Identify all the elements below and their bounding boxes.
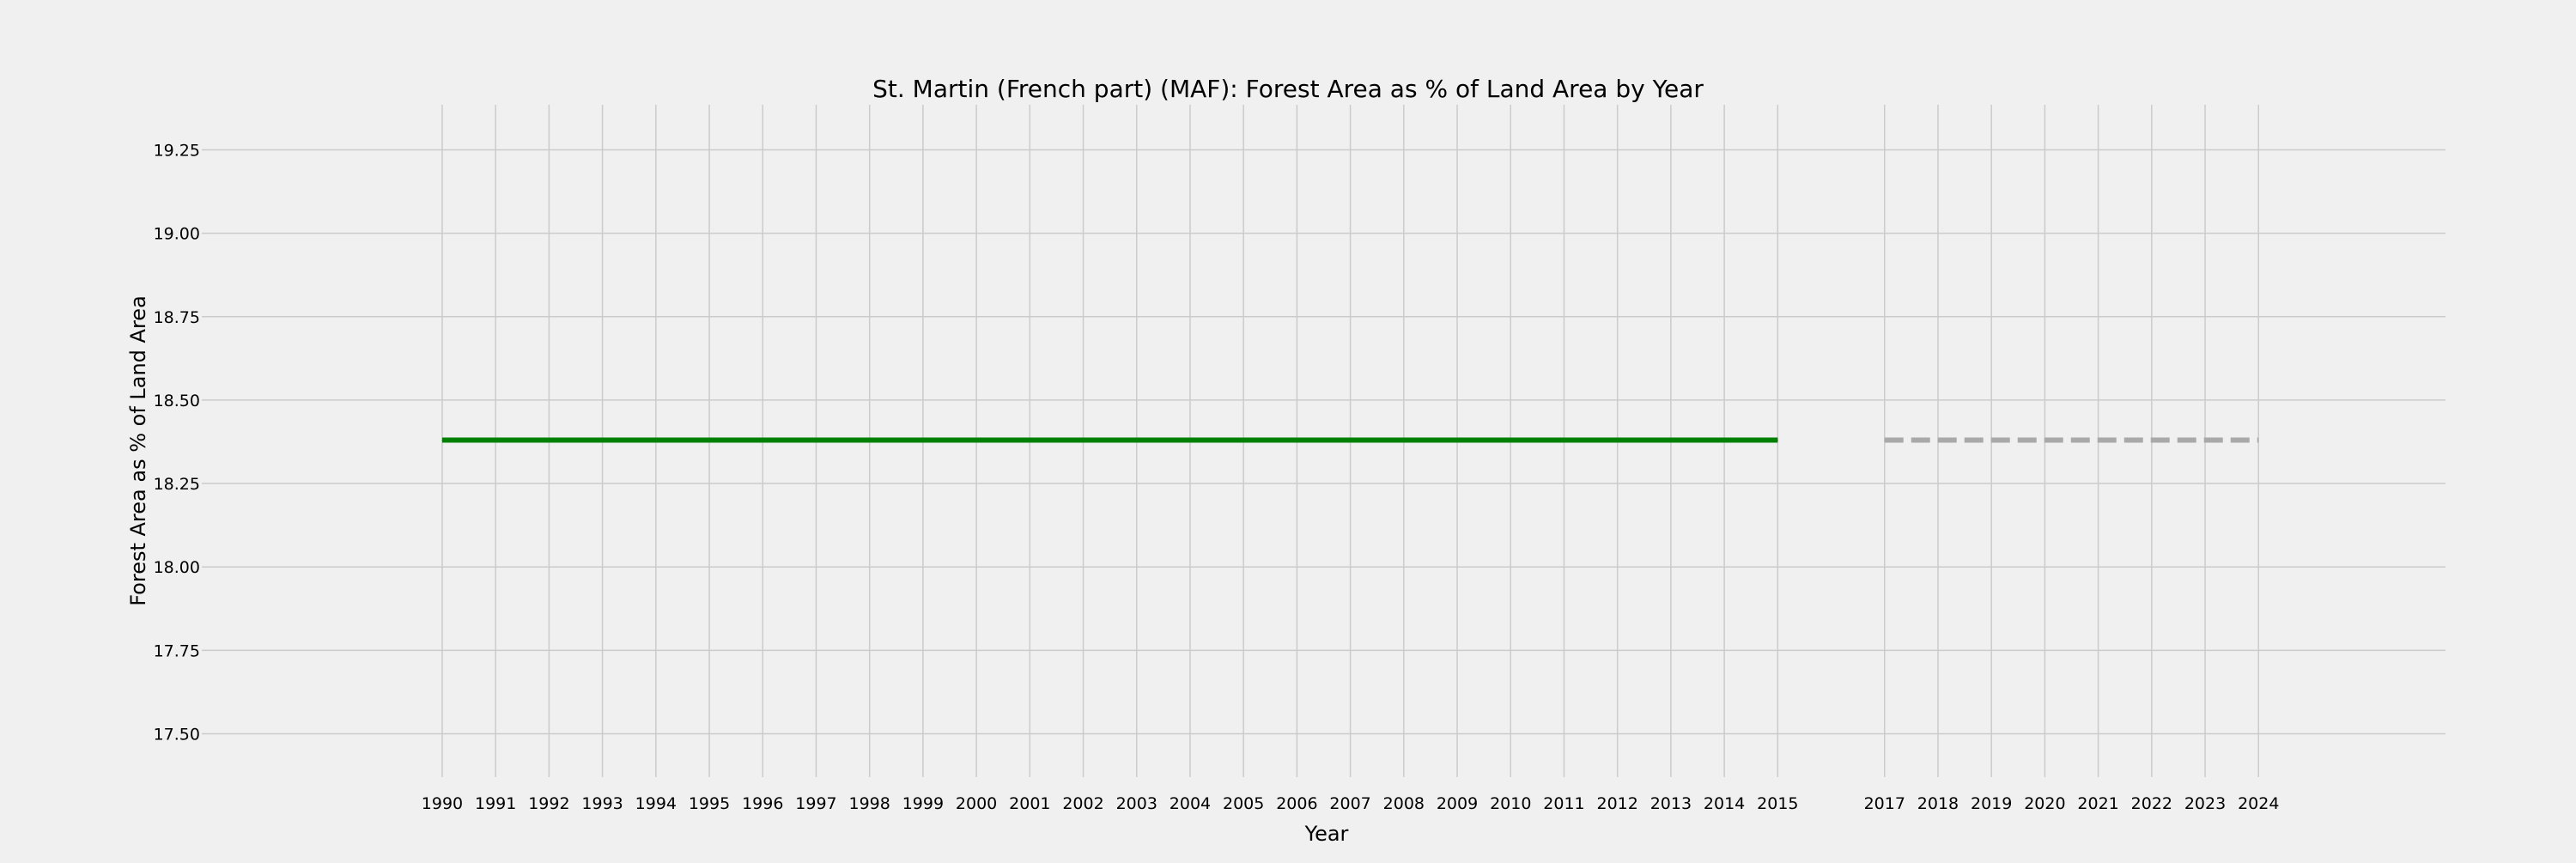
x-tick-label: 2005 [1223,794,1264,813]
x-tick-label: 1990 [422,794,463,813]
data-point [922,440,924,441]
y-tick-label: 19.00 [154,225,200,244]
data-point [548,440,550,441]
x-tick-label: 2002 [1062,794,1103,813]
x-tick-label: 1993 [581,794,623,813]
data-point [2257,440,2259,441]
x-tick-label: 2008 [1383,794,1425,813]
x-tick-label: 2001 [1009,794,1050,813]
x-tick-label: 2014 [1704,794,1745,813]
tick-labels: 1990 1991 1992 1993 1994 1995 1996 1997 1998 1999… [154,141,2280,813]
data-point [1456,440,1458,441]
data-point [869,440,871,441]
y-tick-label: 17.75 [154,641,200,660]
data-point [1136,440,1138,441]
data-point [495,440,496,441]
x-tick-label: 2021 [2077,794,2118,813]
x-tick-label: 1998 [848,794,890,813]
x-tick-label: 1996 [742,794,783,813]
data-point [602,440,604,441]
data-point [975,440,977,441]
x-tick-label: 1992 [528,794,569,813]
x-tick-label: 2004 [1170,794,1211,813]
data-point [708,440,710,441]
data-point [1242,440,1244,441]
x-tick-label: 1994 [635,794,677,813]
x-tick-label: 2003 [1116,794,1157,813]
y-tick-label: 18.00 [154,558,200,577]
x-tick-label: 2013 [1650,794,1692,813]
y-tick-label: 18.75 [154,308,200,327]
data-point [655,440,657,441]
y-axis-label: Forest Area as % of Land Area [126,295,150,606]
data-point [762,440,763,441]
x-tick-label: 1991 [475,794,516,813]
data-point [1189,440,1191,441]
data-point [1670,440,1672,441]
x-tick-label: 2006 [1276,794,1317,813]
x-tick-label: 1999 [902,794,944,813]
data-point [2098,440,2099,441]
x-tick-label: 2015 [1757,794,1798,813]
x-tick-label: 2018 [1917,794,1959,813]
x-tick-label: 2019 [1971,794,2012,813]
x-tick-label: 2020 [2024,794,2065,813]
x-tick-label: 2022 [2131,794,2172,813]
chart-title: St. Martin (French part) (MAF): Forest A… [872,75,1704,103]
x-tick-label: 2012 [1596,794,1637,813]
data-point [1403,440,1405,441]
data-point [2151,440,2153,441]
y-tick-label: 18.50 [154,392,200,410]
data-point [1777,440,1778,441]
x-axis-label: Year [1304,822,1349,846]
x-tick-label: 1997 [795,794,836,813]
x-tick-label: 1995 [689,794,730,813]
y-tick-label: 19.25 [154,141,200,160]
data-point [1937,440,1939,441]
data-point [2204,440,2206,441]
y-tick-label: 17.50 [154,725,200,744]
data-point [441,440,443,441]
x-tick-label: 2007 [1329,794,1370,813]
data-point [1990,440,1992,441]
data-point [1723,440,1725,441]
series-lines [441,437,2259,443]
x-tick-label: 2023 [2184,794,2226,813]
x-tick-label: 2000 [956,794,997,813]
x-tick-label: 2017 [1864,794,1905,813]
data-point [1083,440,1084,441]
data-point [2044,440,2045,441]
data-point [1617,440,1619,441]
y-tick-label: 18.25 [154,475,200,494]
data-point [1510,440,1511,441]
x-tick-label: 2010 [1490,794,1531,813]
data-point [815,440,817,441]
x-tick-label: 2024 [2238,794,2279,813]
data-point [1884,440,1886,441]
x-tick-label: 2011 [1543,794,1584,813]
x-tick-label: 2009 [1437,794,1478,813]
data-point [1350,440,1352,441]
